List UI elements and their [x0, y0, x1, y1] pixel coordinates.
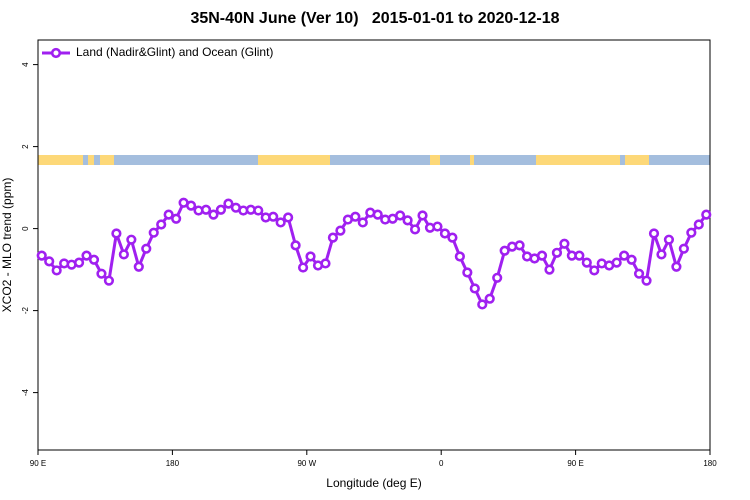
data-point: [148, 227, 159, 238]
data-point: [200, 204, 212, 215]
data-point: [514, 240, 525, 251]
data-point: [126, 234, 137, 245]
data-point: [111, 228, 122, 239]
data-point: [88, 254, 100, 265]
data-point: [297, 262, 309, 273]
data-point: [133, 261, 144, 272]
data-point: [701, 209, 712, 220]
x-tick-label: 90 W: [297, 459, 316, 468]
land-band: [100, 155, 114, 165]
data-point: [626, 254, 637, 265]
data-point: [395, 210, 406, 221]
data-point: [283, 212, 294, 223]
data-point: [36, 250, 47, 261]
ocean-band: [38, 155, 710, 165]
y-tick-label: 4: [21, 62, 30, 67]
data-point: [469, 283, 480, 294]
data-point: [81, 250, 92, 261]
data-point: [678, 243, 689, 254]
data-point: [357, 217, 368, 228]
data-point: [544, 264, 555, 275]
data-point: [223, 198, 234, 209]
data-point: [439, 228, 451, 239]
x-axis-label: Longitude (deg E): [326, 476, 421, 490]
y-tick-label: -2: [21, 306, 30, 314]
data-point: [641, 275, 652, 286]
legend-label: Land (Nadir&Glint) and Ocean (Glint): [76, 45, 273, 59]
data-point: [73, 257, 85, 268]
data-point: [171, 213, 182, 224]
plot-frame: [37, 39, 711, 451]
land-band: [430, 155, 440, 165]
data-point: [589, 265, 600, 276]
data-point: [619, 250, 630, 261]
data-point: [551, 247, 563, 258]
data-point: [492, 272, 503, 283]
x-tick-label: 180: [166, 459, 180, 468]
data-point: [633, 268, 645, 279]
y-tick-label: -4: [21, 388, 30, 396]
chart-title: 35N-40N June (Ver 10) 2015-01-01 to 2020…: [190, 10, 559, 27]
data-point: [417, 210, 428, 221]
data-point: [290, 240, 301, 251]
data-point: [275, 217, 286, 228]
x-tick-label: 0: [439, 459, 444, 468]
y-axis-label: XCO2 - MLO trend (ppm): [0, 178, 14, 313]
data-point: [51, 265, 62, 276]
data-point: [44, 256, 55, 267]
land-band: [38, 155, 83, 165]
data-point: [305, 251, 316, 262]
data-point: [268, 211, 279, 222]
land-band: [536, 155, 620, 165]
data-point: [156, 219, 167, 230]
x-tick-label: 180: [703, 459, 717, 468]
data-point: [215, 204, 227, 215]
data-point: [320, 258, 331, 269]
data-point: [141, 243, 152, 254]
data-point: [118, 249, 129, 260]
data-point: [103, 275, 115, 286]
data-point: [372, 209, 383, 220]
data-point: [648, 228, 660, 239]
data-point: [693, 219, 704, 230]
data-point: [574, 250, 585, 261]
data-point: [96, 268, 107, 279]
data-point: [477, 299, 488, 310]
data-point: [327, 232, 339, 243]
data-point: [454, 251, 465, 262]
data-point: [611, 257, 622, 268]
land-band: [625, 155, 649, 165]
data-point: [208, 209, 219, 220]
data-point: [581, 257, 592, 268]
data-point: [663, 234, 675, 245]
data-point: [432, 221, 443, 232]
data-point: [559, 238, 570, 249]
data-point: [402, 215, 413, 226]
data-point: [499, 245, 510, 256]
x-tick-label: 90 E: [567, 459, 583, 468]
y-tick-label: 2: [21, 144, 30, 149]
data-point: [536, 250, 548, 261]
land-band: [470, 155, 474, 165]
data-point: [185, 200, 197, 211]
land-ocean-strip: [38, 155, 710, 165]
land-band: [88, 155, 94, 165]
x-tick-label: 90 E: [30, 459, 46, 468]
data-point: [462, 267, 473, 278]
data-point: [335, 225, 346, 236]
land-band: [258, 155, 330, 165]
data-point: [484, 293, 495, 304]
legend-marker: [50, 47, 62, 59]
data-point: [163, 209, 174, 220]
data-point: [409, 224, 421, 235]
data-point: [686, 227, 697, 238]
data-point: [350, 211, 361, 222]
data-point: [447, 232, 458, 243]
data-point: [656, 249, 667, 260]
y-tick-label: 0: [21, 226, 30, 231]
data-point: [253, 205, 264, 216]
data-point: [671, 261, 682, 272]
